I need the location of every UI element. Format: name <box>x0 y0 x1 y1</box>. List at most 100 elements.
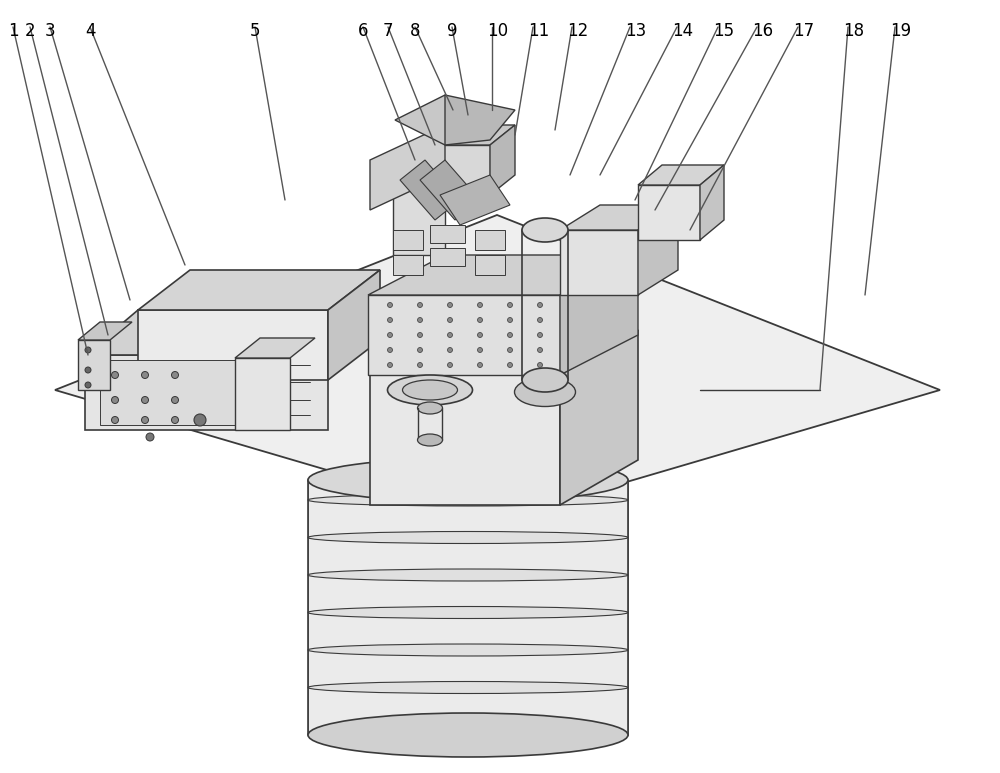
Bar <box>475 255 505 275</box>
Ellipse shape <box>85 367 91 373</box>
Ellipse shape <box>308 494 628 506</box>
Ellipse shape <box>112 417 119 424</box>
Ellipse shape <box>85 382 91 388</box>
Ellipse shape <box>308 713 628 757</box>
Ellipse shape <box>388 302 392 308</box>
Ellipse shape <box>418 402 442 414</box>
Bar <box>430 248 465 266</box>
Bar <box>475 230 505 250</box>
Text: 6: 6 <box>358 22 368 40</box>
Text: 10: 10 <box>487 22 508 40</box>
Ellipse shape <box>478 363 482 367</box>
Polygon shape <box>368 255 638 295</box>
Ellipse shape <box>146 433 154 441</box>
Polygon shape <box>445 95 515 145</box>
Text: 11: 11 <box>528 22 549 40</box>
Ellipse shape <box>388 348 392 352</box>
Polygon shape <box>638 185 700 240</box>
Ellipse shape <box>508 332 512 338</box>
Ellipse shape <box>142 397 148 404</box>
Bar <box>430 225 465 243</box>
Polygon shape <box>370 125 445 210</box>
Text: 12: 12 <box>567 22 588 40</box>
Ellipse shape <box>402 380 458 400</box>
Ellipse shape <box>508 318 512 322</box>
Polygon shape <box>393 190 445 255</box>
Polygon shape <box>235 338 315 358</box>
Ellipse shape <box>478 318 482 322</box>
Ellipse shape <box>538 363 542 367</box>
Polygon shape <box>78 322 132 340</box>
Polygon shape <box>235 358 290 430</box>
Ellipse shape <box>308 532 628 543</box>
Text: 9: 9 <box>447 22 458 40</box>
Ellipse shape <box>418 318 422 322</box>
Ellipse shape <box>448 332 452 338</box>
Ellipse shape <box>508 363 512 367</box>
Ellipse shape <box>448 363 452 367</box>
Text: 17: 17 <box>793 22 814 40</box>
Ellipse shape <box>308 458 628 502</box>
Ellipse shape <box>194 414 206 426</box>
Ellipse shape <box>418 332 422 338</box>
Polygon shape <box>395 95 495 145</box>
Ellipse shape <box>418 302 422 308</box>
Polygon shape <box>420 125 515 145</box>
Polygon shape <box>638 205 678 295</box>
Ellipse shape <box>418 363 422 367</box>
Polygon shape <box>138 270 380 310</box>
Ellipse shape <box>522 218 568 242</box>
Polygon shape <box>490 125 515 195</box>
Ellipse shape <box>448 348 452 352</box>
Polygon shape <box>440 175 510 225</box>
Ellipse shape <box>308 607 628 618</box>
Ellipse shape <box>538 348 542 352</box>
Ellipse shape <box>142 417 148 424</box>
Text: 18: 18 <box>843 22 864 40</box>
Ellipse shape <box>388 332 392 338</box>
Polygon shape <box>85 310 328 355</box>
Text: 16: 16 <box>752 22 773 40</box>
Ellipse shape <box>308 644 628 656</box>
Polygon shape <box>368 295 560 375</box>
Ellipse shape <box>538 332 542 338</box>
Polygon shape <box>560 230 638 295</box>
Ellipse shape <box>478 332 482 338</box>
Polygon shape <box>308 480 628 735</box>
Polygon shape <box>638 165 724 185</box>
Ellipse shape <box>85 347 91 353</box>
Ellipse shape <box>508 348 512 352</box>
Ellipse shape <box>514 377 576 407</box>
Text: 19: 19 <box>890 22 911 40</box>
Polygon shape <box>420 160 480 220</box>
Text: 3: 3 <box>45 22 56 40</box>
Polygon shape <box>328 270 380 380</box>
Polygon shape <box>560 330 638 505</box>
Polygon shape <box>560 205 678 230</box>
Polygon shape <box>78 340 110 390</box>
Text: 15: 15 <box>713 22 734 40</box>
Ellipse shape <box>388 363 392 367</box>
Text: 8: 8 <box>410 22 420 40</box>
Ellipse shape <box>448 302 452 308</box>
Ellipse shape <box>478 348 482 352</box>
Ellipse shape <box>538 302 542 308</box>
Ellipse shape <box>448 318 452 322</box>
Ellipse shape <box>142 372 148 379</box>
Ellipse shape <box>508 302 512 308</box>
Ellipse shape <box>308 682 628 693</box>
Polygon shape <box>700 165 724 240</box>
Polygon shape <box>400 160 460 220</box>
Bar <box>393 230 423 250</box>
Text: 1: 1 <box>8 22 19 40</box>
Ellipse shape <box>538 318 542 322</box>
Polygon shape <box>393 170 467 190</box>
Text: 4: 4 <box>85 22 96 40</box>
Ellipse shape <box>522 368 568 392</box>
Ellipse shape <box>172 417 178 424</box>
Polygon shape <box>560 255 638 375</box>
Ellipse shape <box>418 434 442 446</box>
Bar <box>100 360 290 425</box>
Ellipse shape <box>388 318 392 322</box>
Text: 14: 14 <box>672 22 693 40</box>
